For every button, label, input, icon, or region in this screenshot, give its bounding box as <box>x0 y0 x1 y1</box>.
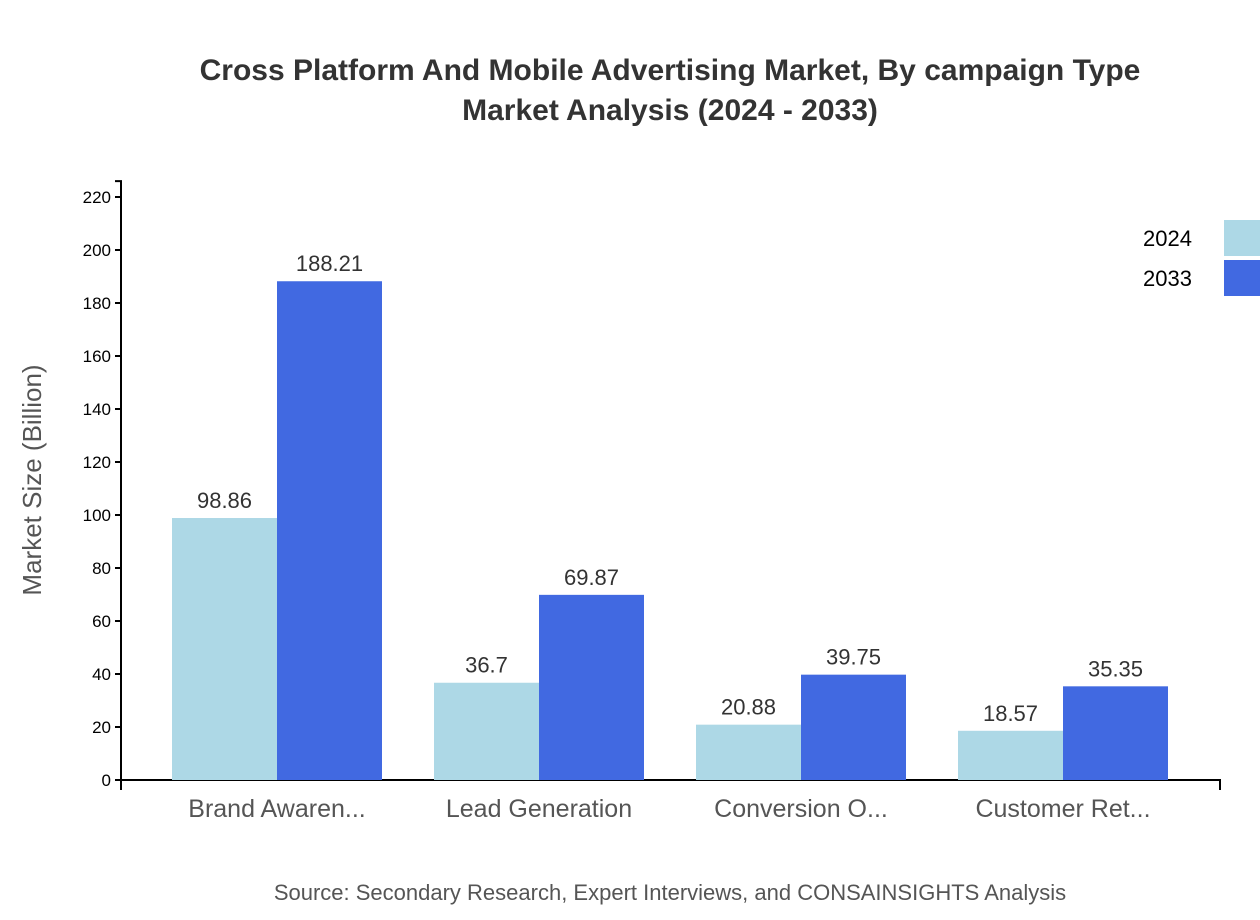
bar-2033 <box>539 594 644 780</box>
bar-2033 <box>1063 686 1168 780</box>
legend-label: 2024 <box>1143 226 1192 251</box>
y-axis-line <box>115 180 122 780</box>
bar-2033 <box>801 674 906 780</box>
y-tick-label: 80 <box>92 559 111 578</box>
legend: 2024 2033 <box>1143 220 1260 296</box>
data-label: 39.75 <box>826 645 881 670</box>
legend-swatch-2033 <box>1224 260 1260 296</box>
legend-swatch-2024 <box>1224 220 1260 256</box>
x-tick-label: Conversion O... <box>714 795 888 823</box>
bar-2033 <box>277 281 382 780</box>
chart-title: Cross Platform And Mobile Advertising Ma… <box>200 54 1141 87</box>
y-tick-label: 40 <box>92 665 111 684</box>
bars: 98.86 36.7 20.88 18.57 188.21 69.87 39.75 35.35 <box>172 251 1168 780</box>
x-axis-line <box>120 779 1221 790</box>
y-tick-label: 180 <box>83 294 111 313</box>
y-axis-label: Market Size (Billion) <box>17 364 47 595</box>
bar-2024 <box>696 724 801 780</box>
chart-subtitle: Market Analysis (2024 - 2033) <box>462 94 878 127</box>
y-axis: 0 20 40 60 80 100 120 140 160 180 200 220 <box>83 180 122 790</box>
x-tick-label: Brand Awaren... <box>188 795 365 823</box>
y-tick-label: 220 <box>83 188 111 207</box>
x-tick-label: Lead Generation <box>446 795 632 823</box>
bar-2024 <box>434 682 539 780</box>
y-tick-label: 60 <box>92 612 111 631</box>
bar-2024 <box>958 730 1063 780</box>
y-tick-label: 100 <box>83 506 111 525</box>
y-tick-label: 0 <box>102 771 111 790</box>
data-label: 98.86 <box>197 488 252 513</box>
legend-label: 2033 <box>1143 266 1192 291</box>
y-tick-label: 160 <box>83 347 111 366</box>
data-label: 18.57 <box>983 701 1038 726</box>
data-label: 20.88 <box>721 695 776 720</box>
data-label: 35.35 <box>1088 656 1143 681</box>
data-label: 188.21 <box>296 251 363 276</box>
y-tick-label: 140 <box>83 400 111 419</box>
data-label: 36.7 <box>465 653 508 678</box>
y-tick-label: 120 <box>83 453 111 472</box>
x-tick-label: Customer Ret... <box>975 795 1150 823</box>
source-note: Source: Secondary Research, Expert Inter… <box>274 880 1066 905</box>
x-axis: Brand Awaren... Lead Generation Conversion… <box>120 779 1221 823</box>
data-label: 69.87 <box>564 565 619 590</box>
bar-2024 <box>172 518 277 780</box>
y-tick-label: 20 <box>92 718 111 737</box>
y-tick-label: 200 <box>83 241 111 260</box>
